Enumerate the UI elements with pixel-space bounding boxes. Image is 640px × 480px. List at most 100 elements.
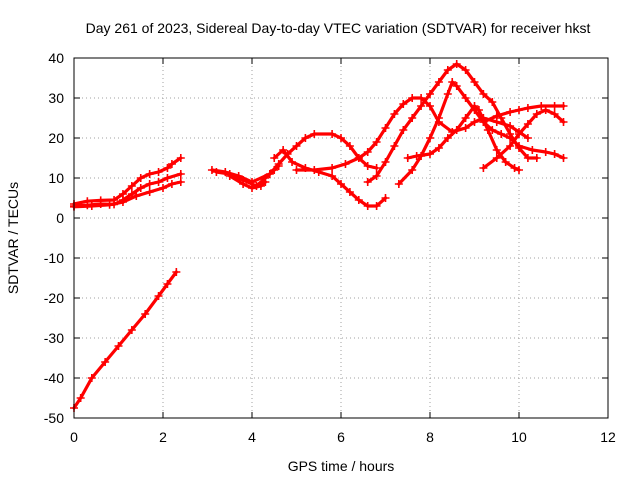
data-point	[372, 172, 381, 180]
data-point	[328, 172, 337, 180]
data-point	[479, 164, 488, 172]
data-point	[550, 150, 559, 158]
data-point	[87, 374, 96, 382]
data-point	[176, 170, 185, 178]
data-point	[127, 326, 136, 334]
data-point	[541, 148, 550, 156]
data-point	[523, 104, 532, 112]
data-point	[288, 158, 297, 166]
data-point	[443, 66, 452, 74]
data-point	[515, 166, 523, 174]
data-point	[172, 268, 181, 276]
data-point	[154, 178, 163, 186]
series-line	[481, 108, 566, 170]
data-point	[292, 166, 301, 174]
data-point	[270, 154, 279, 162]
data-point	[154, 168, 163, 176]
data-point	[461, 124, 470, 132]
data-point	[434, 144, 443, 152]
x-tick-label: 10	[511, 429, 527, 445]
series-track-late	[479, 102, 568, 126]
y-axis-label: SDTVAR / TECUs	[5, 182, 21, 294]
data-point	[354, 196, 363, 204]
data-point	[381, 124, 390, 132]
y-tick-label: -50	[44, 410, 64, 426]
series-track-dip	[270, 146, 390, 210]
data-point	[310, 166, 319, 174]
series-line	[406, 104, 521, 172]
data-point	[461, 94, 470, 102]
data-point	[176, 154, 185, 162]
data-point	[492, 146, 501, 154]
data-point	[461, 114, 470, 122]
y-tick-label: -10	[44, 250, 64, 266]
data-point	[279, 146, 288, 154]
data-point	[132, 192, 141, 200]
data-point	[207, 166, 216, 174]
data-point	[345, 188, 354, 196]
data-point	[559, 102, 568, 110]
data-point	[541, 106, 550, 114]
data-point	[136, 174, 145, 182]
series-line	[210, 132, 379, 184]
y-tick-label: 30	[48, 90, 64, 106]
data-point	[470, 118, 479, 126]
data-point	[256, 182, 265, 190]
data-point	[461, 66, 470, 74]
data-point	[417, 102, 426, 110]
data-point	[328, 164, 337, 172]
series-track-mid-c	[225, 172, 270, 192]
data-point	[145, 180, 154, 188]
data-point	[159, 184, 167, 192]
data-point	[537, 102, 546, 110]
data-point	[559, 154, 568, 162]
data-point	[515, 106, 523, 114]
data-point	[426, 150, 434, 158]
data-point	[510, 164, 519, 172]
series-line	[72, 180, 183, 209]
data-point	[479, 118, 488, 126]
data-point	[145, 170, 154, 178]
data-point	[470, 78, 479, 86]
data-point	[452, 82, 461, 90]
series-line	[72, 270, 178, 410]
data-point	[483, 126, 492, 134]
data-point	[163, 280, 172, 288]
data-point	[426, 90, 434, 98]
data-point	[363, 178, 372, 186]
data-point	[301, 134, 310, 142]
data-point	[532, 110, 541, 118]
data-point	[515, 130, 523, 138]
data-point	[239, 180, 248, 188]
data-point	[412, 152, 421, 160]
data-point	[225, 172, 234, 180]
data-point	[345, 142, 354, 150]
data-point	[408, 94, 417, 102]
data-point	[381, 158, 390, 166]
data-point	[470, 102, 479, 110]
data-point	[434, 114, 443, 122]
chart-title: Day 261 of 2023, Sidereal Day-to-day VTE…	[86, 20, 591, 36]
data-point	[87, 202, 96, 210]
data-point	[261, 178, 270, 186]
data-point	[497, 130, 506, 138]
data-point	[515, 142, 523, 150]
data-point	[163, 174, 172, 182]
data-point	[105, 200, 114, 209]
data-point	[399, 100, 408, 108]
data-point	[417, 94, 426, 102]
data-point	[127, 182, 136, 190]
data-point	[506, 142, 515, 150]
series-track-late-b	[479, 106, 568, 172]
series-line	[366, 62, 539, 184]
data-point	[154, 292, 163, 300]
data-point	[532, 154, 541, 162]
data-point	[452, 60, 461, 68]
data-point	[337, 180, 345, 188]
data-point	[501, 158, 510, 166]
data-point	[408, 114, 417, 122]
data-point	[488, 98, 497, 106]
data-point	[372, 202, 381, 210]
data-point	[408, 166, 417, 174]
